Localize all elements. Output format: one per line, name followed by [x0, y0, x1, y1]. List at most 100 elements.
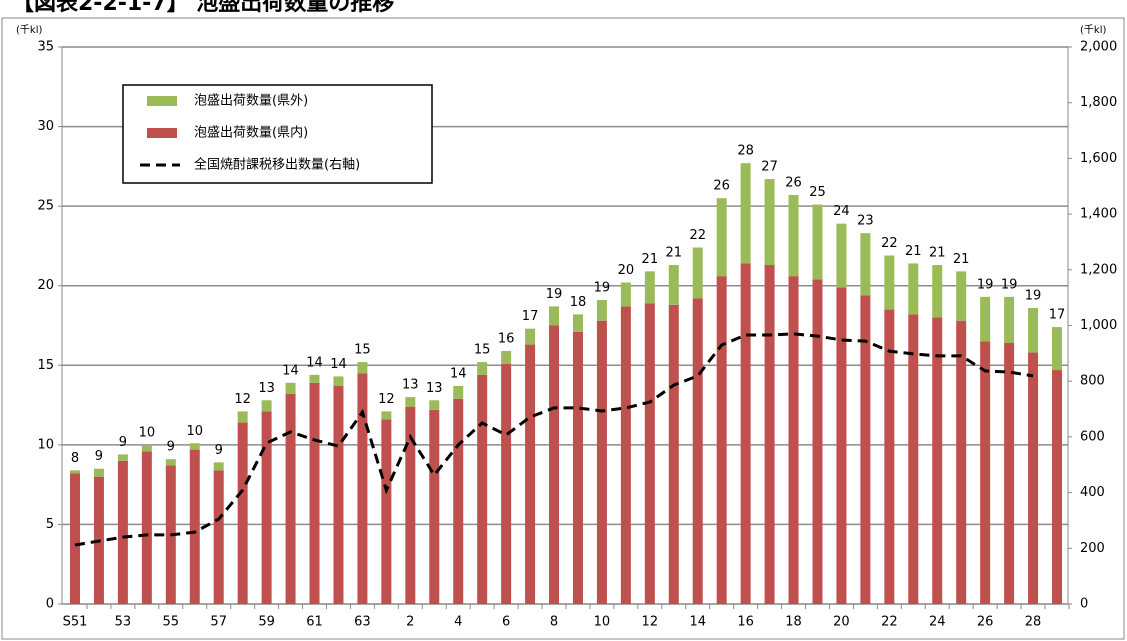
- bar: [165, 459, 176, 466]
- data-label: 9: [167, 440, 175, 455]
- bar: [285, 393, 296, 604]
- data-label: 15: [474, 343, 491, 358]
- bar: [788, 195, 799, 277]
- data-label: 14: [330, 357, 347, 372]
- bar: [836, 223, 847, 288]
- y2-tick-label: 0: [1080, 597, 1088, 612]
- bar: [333, 376, 344, 386]
- bar: [141, 444, 152, 452]
- y2-tick-label: 1,200: [1080, 262, 1117, 277]
- bar: [932, 317, 943, 604]
- bar: [668, 265, 679, 305]
- bar: [189, 449, 200, 604]
- x-tick-label: 12: [642, 615, 659, 630]
- data-label: 13: [426, 381, 443, 396]
- bar: [549, 325, 560, 604]
- bar: [70, 473, 80, 604]
- bar: [237, 411, 248, 423]
- x-tick-label: 18: [785, 615, 802, 630]
- y2-tick-label: 1,000: [1080, 318, 1117, 333]
- bar: [956, 271, 967, 321]
- data-label: 9: [95, 449, 103, 464]
- y-tick-label: 0: [46, 597, 54, 612]
- bar: [189, 443, 200, 450]
- y2-tick-label: 1,800: [1080, 95, 1117, 110]
- bar: [261, 411, 272, 604]
- data-label: 28: [737, 144, 754, 159]
- legend-swatch: [147, 96, 177, 106]
- bar: [501, 350, 512, 364]
- x-tick-label: 22: [881, 615, 898, 630]
- bar: [980, 341, 991, 604]
- data-label: 19: [546, 287, 563, 302]
- bar: [117, 454, 128, 461]
- data-label: 9: [215, 443, 223, 458]
- bar: [285, 382, 296, 394]
- data-label: 12: [234, 392, 251, 407]
- data-label: 24: [833, 204, 850, 219]
- x-tick-label: 63: [354, 615, 371, 630]
- bar: [429, 409, 440, 604]
- data-label: 23: [857, 214, 874, 229]
- bar: [596, 300, 607, 321]
- bar: [1028, 307, 1039, 353]
- data-label: 10: [139, 425, 156, 440]
- data-label: 13: [402, 378, 419, 393]
- bar: [596, 320, 607, 604]
- y2-tick-label: 400: [1080, 485, 1105, 500]
- bar: [836, 287, 847, 604]
- legend-label: 全国焼酎課税移出数量(右軸): [194, 157, 360, 173]
- data-label: 22: [881, 236, 898, 251]
- data-label: 9: [119, 435, 127, 450]
- x-tick-label: 2: [406, 615, 414, 630]
- line-series: [74, 332, 1034, 547]
- y2-tick-label: 800: [1080, 374, 1105, 389]
- bar: [812, 204, 823, 280]
- bar: [525, 344, 536, 604]
- bar: [692, 298, 703, 604]
- y2-unit: (千kl): [1080, 24, 1106, 36]
- data-label: 17: [522, 309, 539, 324]
- data-label: 27: [761, 160, 778, 175]
- data-label: 12: [378, 392, 395, 407]
- bar: [716, 198, 727, 277]
- bar: [884, 309, 895, 604]
- bar: [309, 374, 320, 383]
- bar: [1028, 352, 1039, 604]
- x-tick-label: 24: [929, 615, 946, 630]
- x-tick-label: 55: [163, 615, 180, 630]
- x-tick-label: 16: [737, 615, 754, 630]
- bar: [333, 385, 344, 604]
- data-label: 19: [594, 281, 611, 296]
- bar: [501, 363, 512, 604]
- bar: [213, 470, 224, 604]
- data-label: 21: [666, 246, 683, 261]
- bar: [740, 263, 751, 604]
- x-tick-label: 57: [210, 615, 227, 630]
- y-tick-label: 30: [37, 119, 54, 134]
- bar: [908, 314, 919, 604]
- y-tick-label: 10: [37, 437, 54, 452]
- bar: [357, 373, 368, 604]
- y-tick-label: 20: [37, 278, 54, 293]
- bar: [572, 314, 583, 332]
- data-label: 19: [1025, 288, 1042, 303]
- data-label: 15: [354, 343, 371, 358]
- data-label: 19: [1001, 277, 1018, 292]
- x-tick-label: 6: [502, 615, 510, 630]
- data-label: 17: [1049, 308, 1066, 323]
- x-tick-label: 53: [115, 615, 132, 630]
- bar: [213, 462, 224, 471]
- x-tick-label: 61: [306, 615, 323, 630]
- data-label: 21: [642, 252, 659, 267]
- x-tick-label: 26: [977, 615, 994, 630]
- bar: [405, 397, 416, 407]
- data-label: 19: [977, 277, 994, 292]
- bar: [477, 362, 488, 375]
- bar: [956, 320, 967, 604]
- bar: [860, 233, 871, 296]
- x-tick-label: S51: [63, 615, 88, 630]
- data-label: 14: [282, 363, 299, 378]
- x-tick-label: 4: [454, 615, 462, 630]
